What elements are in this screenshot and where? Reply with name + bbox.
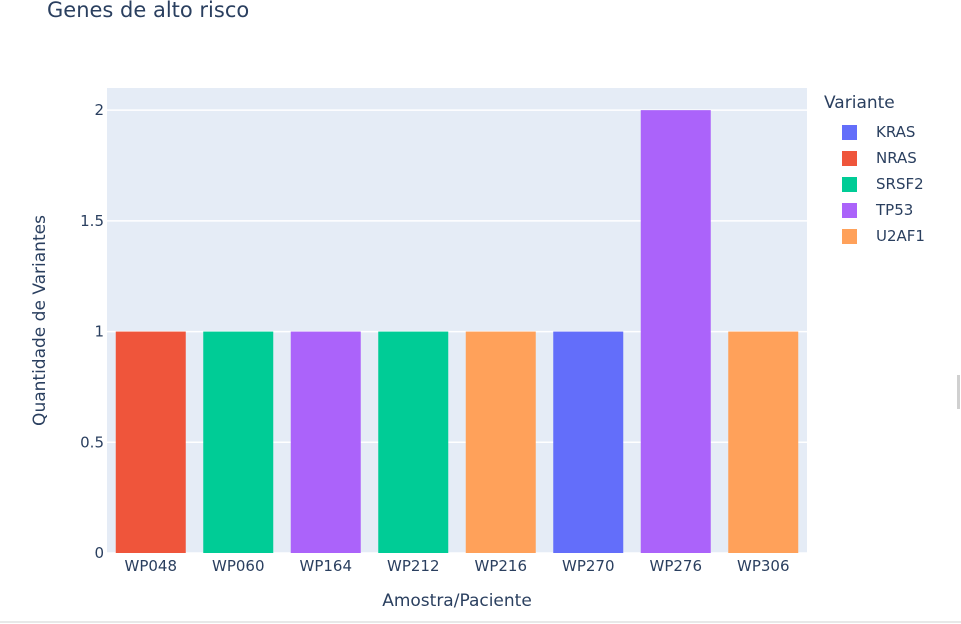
bar-wp276-tp53[interactable] bbox=[640, 110, 711, 554]
scrollbar-handle[interactable] bbox=[957, 375, 960, 409]
x-tick-label: WP060 bbox=[212, 557, 265, 575]
legend-label: TP53 bbox=[876, 201, 914, 219]
legend-swatch bbox=[842, 150, 857, 166]
y-tick-label: 0 bbox=[94, 544, 104, 562]
legend-swatch bbox=[842, 176, 857, 192]
legend-item-nras[interactable]: NRAS bbox=[824, 145, 925, 171]
legend-item-u2af1[interactable]: U2AF1 bbox=[824, 223, 925, 249]
legend-label: NRAS bbox=[876, 149, 917, 167]
x-tick-label: WP212 bbox=[387, 557, 440, 575]
y-tick-label: 0.5 bbox=[80, 433, 104, 451]
legend-swatch bbox=[842, 202, 857, 218]
x-axis-label: Amostra/Paciente bbox=[382, 591, 532, 611]
x-tick-label: WP306 bbox=[737, 557, 790, 575]
bar-wp216-u2af1[interactable] bbox=[465, 331, 536, 553]
y-tick-label: 1.5 bbox=[80, 212, 104, 230]
x-tick-label: WP048 bbox=[124, 557, 177, 575]
legend-label: U2AF1 bbox=[876, 227, 925, 245]
bar-wp060-srsf2[interactable] bbox=[203, 331, 274, 553]
chart-title: Genes de alto risco bbox=[47, 0, 250, 22]
legend: Variante KRAS NRAS SRSF2 TP53 U2AF1 bbox=[824, 93, 925, 249]
x-tick-label: WP216 bbox=[474, 557, 527, 575]
bar-wp306-u2af1[interactable] bbox=[728, 331, 799, 553]
legend-label: SRSF2 bbox=[876, 175, 924, 193]
y-tick-label: 2 bbox=[94, 101, 104, 119]
x-tick-label: WP276 bbox=[649, 557, 702, 575]
legend-item-srsf2[interactable]: SRSF2 bbox=[824, 171, 925, 197]
bar-wp164-tp53[interactable] bbox=[290, 331, 361, 553]
legend-swatch bbox=[842, 228, 857, 244]
x-tick-label: WP164 bbox=[299, 557, 352, 575]
divider bbox=[0, 621, 961, 623]
bar-wp270-kras[interactable] bbox=[553, 331, 624, 553]
legend-item-kras[interactable]: KRAS bbox=[824, 119, 925, 145]
bar-wp212-srsf2[interactable] bbox=[378, 331, 449, 553]
x-tick-label: WP270 bbox=[562, 557, 615, 575]
legend-swatch bbox=[842, 124, 857, 140]
bar-wp048-nras[interactable] bbox=[115, 331, 186, 553]
legend-item-tp53[interactable]: TP53 bbox=[824, 197, 925, 223]
y-axis-label: Quantidade de Variantes bbox=[30, 215, 50, 426]
legend-label: KRAS bbox=[876, 123, 916, 141]
legend-title: Variante bbox=[824, 93, 895, 113]
y-tick-label: 1 bbox=[94, 323, 104, 341]
